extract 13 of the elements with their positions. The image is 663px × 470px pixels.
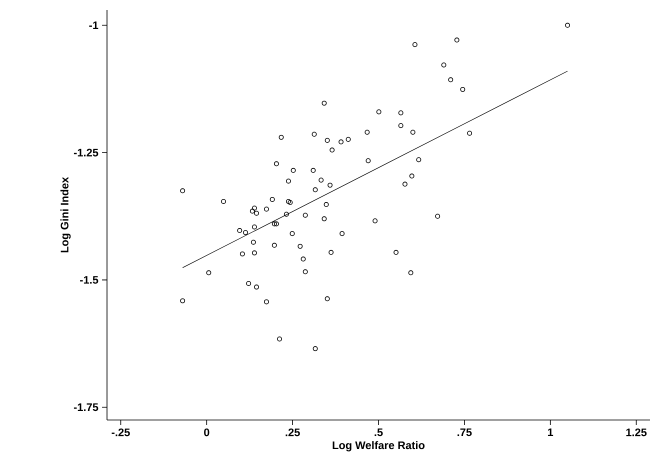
y-tick-label: -1.25 [74, 148, 98, 156]
x-tick-label: -.25 [112, 428, 130, 436]
x-axis-title: Log Welfare Ratio [332, 441, 425, 452]
x-tick-label: 0 [204, 428, 210, 436]
x-tick-label: 1 [548, 428, 554, 436]
y-tick-label: -1.75 [74, 403, 98, 412]
x-tick-label: .5 [374, 428, 383, 436]
y-tick-label: -1 [89, 22, 98, 30]
y-tick-label: -1.5 [80, 276, 98, 284]
x-tick-label: 1.25 [626, 428, 647, 436]
x-tick-label: .25 [286, 428, 300, 436]
y-axis-title: Log Gini Index [60, 177, 71, 252]
x-tick-label: .75 [458, 428, 472, 436]
